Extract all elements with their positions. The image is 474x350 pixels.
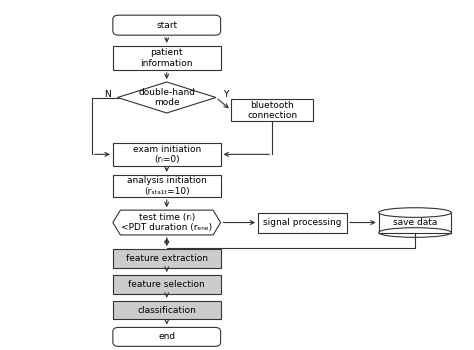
- FancyBboxPatch shape: [113, 327, 220, 346]
- Text: classification: classification: [137, 306, 196, 315]
- FancyBboxPatch shape: [113, 143, 220, 166]
- Polygon shape: [113, 210, 220, 235]
- FancyBboxPatch shape: [258, 212, 347, 232]
- Text: signal processing: signal processing: [264, 218, 342, 227]
- Text: end: end: [158, 332, 175, 341]
- FancyBboxPatch shape: [113, 301, 220, 320]
- Text: patient
information: patient information: [140, 48, 193, 68]
- Text: test time (rᵢ)
<PDT duration (rₑₙₑ): test time (rᵢ) <PDT duration (rₑₙₑ): [121, 213, 212, 232]
- FancyBboxPatch shape: [113, 175, 220, 197]
- FancyBboxPatch shape: [113, 275, 220, 294]
- Text: feature extraction: feature extraction: [126, 254, 208, 263]
- Text: start: start: [156, 21, 177, 30]
- Text: Y: Y: [224, 90, 229, 99]
- FancyBboxPatch shape: [113, 46, 220, 70]
- Text: save data: save data: [393, 218, 437, 227]
- Text: N: N: [104, 90, 110, 99]
- Text: exam initiation
(rᵢ=0): exam initiation (rᵢ=0): [133, 145, 201, 164]
- Polygon shape: [118, 82, 216, 113]
- Bar: [379, 212, 451, 232]
- Ellipse shape: [379, 208, 451, 217]
- Text: double-hand
mode: double-hand mode: [138, 88, 195, 107]
- FancyBboxPatch shape: [113, 249, 220, 268]
- Ellipse shape: [379, 228, 451, 237]
- Text: feature selection: feature selection: [128, 280, 205, 289]
- Text: analysis initiation
(rₛₜₐ₁ₜ=10): analysis initiation (rₛₜₐ₁ₜ=10): [127, 176, 207, 196]
- FancyBboxPatch shape: [113, 15, 220, 35]
- FancyBboxPatch shape: [231, 99, 313, 121]
- Text: bluetooth
connection: bluetooth connection: [247, 100, 297, 120]
